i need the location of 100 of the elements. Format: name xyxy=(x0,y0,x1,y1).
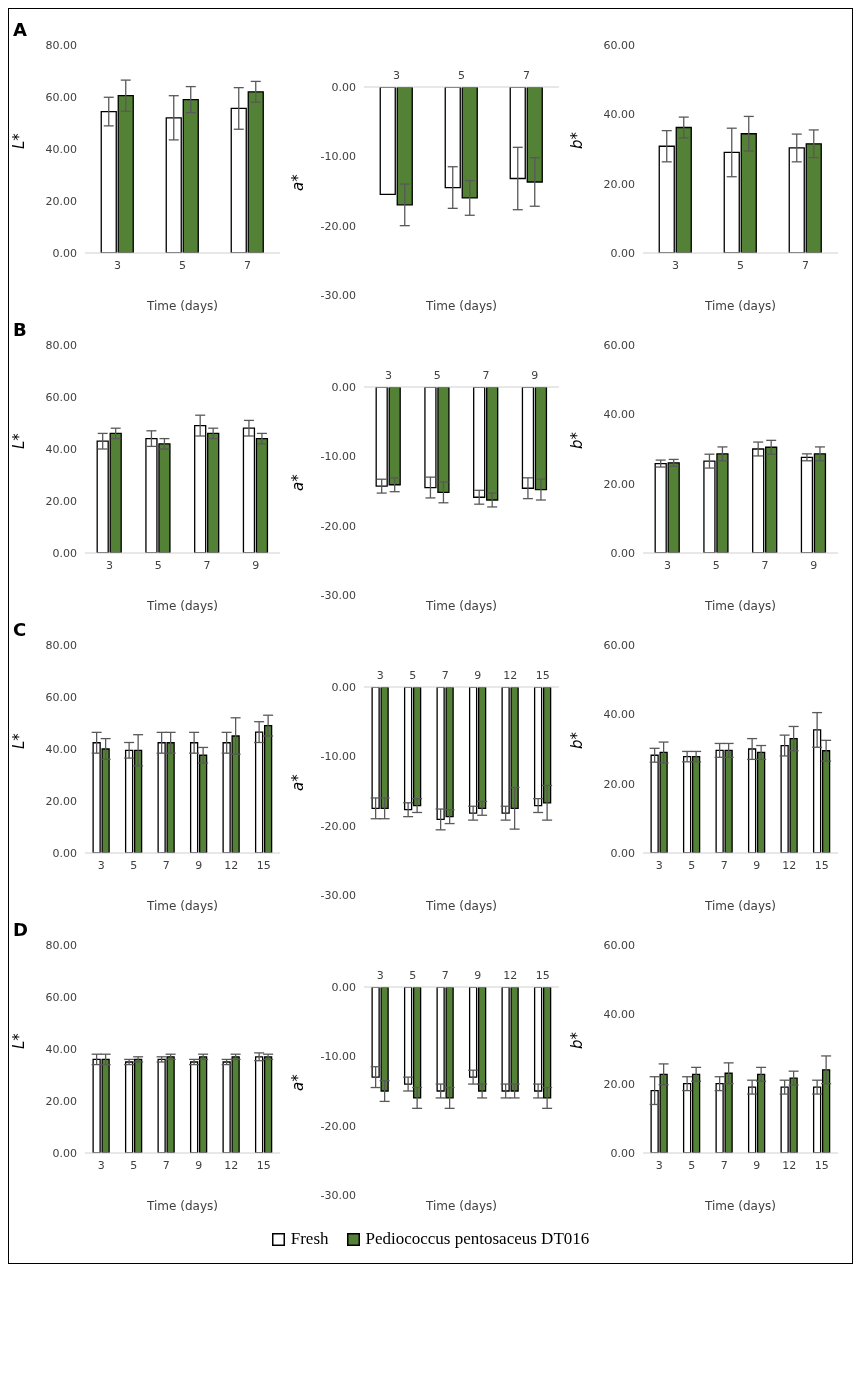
x-axis-title: Time (days) xyxy=(425,599,498,613)
y-axis-title: b* xyxy=(568,131,587,149)
x-tick-label: 15 xyxy=(814,858,829,872)
x-tick-label: 7 xyxy=(162,858,170,872)
y-axis-title: a* xyxy=(289,473,308,491)
y-tick-label: -30.00 xyxy=(320,288,356,302)
x-tick-label: 5 xyxy=(154,558,162,572)
y-tick-label: 40.00 xyxy=(45,142,77,156)
x-axis-title: Time (days) xyxy=(704,899,777,913)
y-tick-label: 20.00 xyxy=(45,494,77,508)
x-tick-label: 15 xyxy=(256,858,271,872)
x-tick-label: 7 xyxy=(802,258,809,272)
x-tick-label: 12 xyxy=(503,669,518,682)
y-tick-label: -30.00 xyxy=(320,1188,356,1202)
y-tick-label: 80.00 xyxy=(45,38,77,52)
y-tick-label: 0.00 xyxy=(331,680,356,694)
y-tick-label: 40.00 xyxy=(603,108,635,122)
x-tick-label: 5 xyxy=(737,258,744,272)
x-tick-label: 15 xyxy=(535,969,550,982)
x-tick-label: 5 xyxy=(130,858,138,872)
y-tick-label: 0.00 xyxy=(610,246,635,260)
x-tick-label: 7 xyxy=(244,258,251,272)
x-tick-label: 3 xyxy=(655,1158,663,1172)
x-tick-label: 3 xyxy=(663,558,671,572)
y-axis-title: L* xyxy=(10,1032,29,1049)
y-tick-label: 40.00 xyxy=(603,708,635,722)
y-axis-title: a* xyxy=(289,173,308,191)
y-tick-label: 60.00 xyxy=(45,690,77,704)
x-tick-label: 7 xyxy=(720,858,728,872)
x-tick-label: 3 xyxy=(97,858,105,872)
x-tick-label: 9 xyxy=(753,858,761,872)
y-tick-label: 0.00 xyxy=(331,80,356,94)
y-tick-label: 20.00 xyxy=(603,1077,635,1091)
y-tick-label: 0.00 xyxy=(52,246,77,260)
x-tick-label: 7 xyxy=(441,669,449,682)
y-tick-label: 20.00 xyxy=(603,477,635,491)
y-tick-label: 60.00 xyxy=(45,990,77,1004)
y-axis-title: L* xyxy=(10,132,29,149)
y-tick-label: 60.00 xyxy=(45,90,77,104)
x-tick-label: 7 xyxy=(162,1158,170,1172)
x-tick-label: 7 xyxy=(720,1158,728,1172)
x-tick-label: 3 xyxy=(376,969,384,982)
y-tick-label: -20.00 xyxy=(320,219,356,233)
y-tick-label: -20.00 xyxy=(320,519,356,533)
y-tick-label: 40.00 xyxy=(603,1008,635,1022)
y-tick-label: -10.00 xyxy=(320,1050,356,1064)
x-tick-label: 12 xyxy=(224,1158,239,1172)
x-tick-label: 9 xyxy=(474,969,482,982)
x-tick-label: 9 xyxy=(195,1158,203,1172)
x-tick-label: 3 xyxy=(393,69,400,82)
x-tick-label: 3 xyxy=(672,258,679,272)
x-axis-title: Time (days) xyxy=(146,899,219,913)
x-tick-label: 5 xyxy=(688,1158,696,1172)
y-tick-label: 0.00 xyxy=(610,846,635,860)
x-axis-title: Time (days) xyxy=(425,299,498,313)
y-tick-label: 0.00 xyxy=(52,1146,77,1160)
x-tick-label: 12 xyxy=(503,969,518,982)
x-tick-label: 7 xyxy=(203,558,211,572)
y-tick-label: 60.00 xyxy=(603,38,635,52)
x-axis-title: Time (days) xyxy=(425,1199,498,1213)
x-tick-label: 9 xyxy=(810,558,818,572)
x-tick-label: 7 xyxy=(523,69,530,82)
x-tick-label: 3 xyxy=(105,558,113,572)
x-tick-label: 3 xyxy=(655,858,663,872)
chart-title: B xyxy=(13,319,27,340)
y-tick-label: 40.00 xyxy=(45,1042,77,1056)
x-tick-label: 5 xyxy=(458,69,465,82)
x-axis-title: Time (days) xyxy=(146,1199,219,1213)
x-tick-label: 5 xyxy=(433,369,441,382)
x-tick-label: 12 xyxy=(224,858,239,872)
legend-label: Pediococcus pentosaceus DT016 xyxy=(365,1229,590,1249)
y-axis-title: b* xyxy=(568,431,587,449)
x-tick-label: 5 xyxy=(409,969,417,982)
x-axis-title: Time (days) xyxy=(704,299,777,313)
y-tick-label: -30.00 xyxy=(320,888,356,902)
x-tick-label: 9 xyxy=(252,558,260,572)
y-axis-title: L* xyxy=(10,732,29,749)
x-tick-label: 3 xyxy=(97,1158,105,1172)
y-tick-label: 0.00 xyxy=(610,1146,635,1160)
y-axis-title: L* xyxy=(10,432,29,449)
y-tick-label: 20.00 xyxy=(45,1094,77,1108)
x-tick-label: 9 xyxy=(753,1158,761,1172)
x-tick-label: 12 xyxy=(782,1158,797,1172)
x-tick-label: 7 xyxy=(441,969,449,982)
y-tick-label: 20.00 xyxy=(603,177,635,191)
x-axis-title: Time (days) xyxy=(146,299,219,313)
y-tick-label: 0.00 xyxy=(52,546,77,560)
y-tick-label: -20.00 xyxy=(320,819,356,833)
y-tick-label: 60.00 xyxy=(603,638,635,652)
x-tick-label: 5 xyxy=(409,669,417,682)
y-axis-title: a* xyxy=(289,773,308,791)
x-tick-label: 5 xyxy=(179,258,186,272)
x-tick-label: 12 xyxy=(782,858,797,872)
y-tick-label: -30.00 xyxy=(320,588,356,602)
x-tick-label: 15 xyxy=(256,1158,271,1172)
y-tick-label: -10.00 xyxy=(320,750,356,764)
y-tick-label: -20.00 xyxy=(320,1119,356,1133)
y-axis-title: a* xyxy=(289,1073,308,1091)
y-tick-label: 80.00 xyxy=(45,638,77,652)
x-tick-label: 9 xyxy=(531,369,539,382)
